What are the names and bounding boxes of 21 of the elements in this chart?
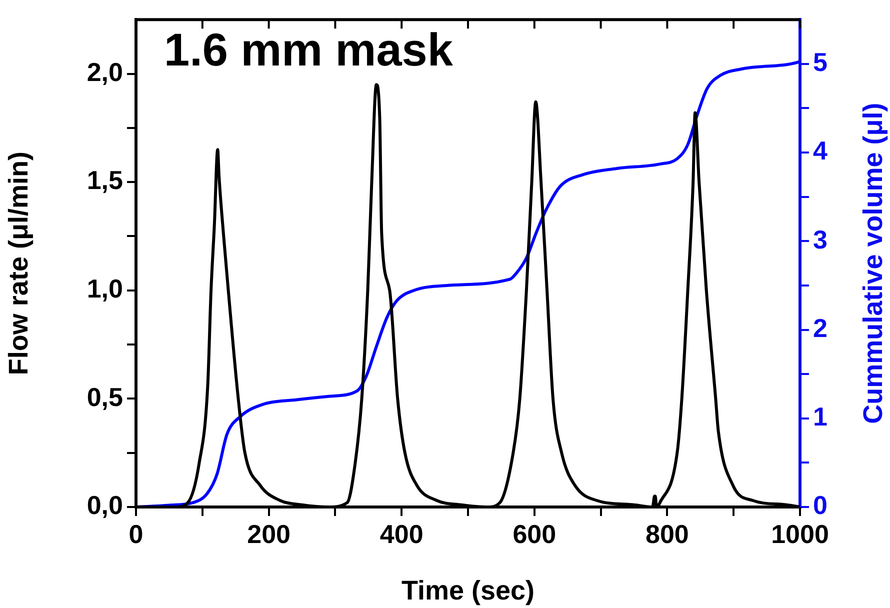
y-tick-label: 1,5 bbox=[86, 165, 123, 196]
x-tick-label: 800 bbox=[646, 518, 689, 549]
y2-tick-label: 5 bbox=[813, 47, 828, 78]
y-tick-label: 2,0 bbox=[86, 56, 123, 87]
y2-tick-label: 3 bbox=[813, 224, 828, 254]
y2-tick-label: 4 bbox=[813, 136, 828, 166]
y2-axis-title: Cummulative volume (μl) bbox=[858, 102, 888, 424]
y-tick-label: 1,0 bbox=[86, 274, 123, 304]
x-tick-label: 200 bbox=[247, 518, 290, 549]
x-tick-label: 0 bbox=[128, 518, 144, 549]
y-axis-title: Flow rate (μl/min) bbox=[4, 152, 34, 376]
x-tick-label: 400 bbox=[380, 518, 424, 549]
y2-tick-label: 2 bbox=[813, 312, 828, 343]
chart-title: 1.6 mm mask bbox=[164, 23, 454, 76]
y2-tick-label: 0 bbox=[813, 490, 828, 520]
x-tick-label: 1000 bbox=[771, 518, 829, 549]
y2-tick-label: 1 bbox=[813, 402, 828, 432]
y-tick-label: 0,0 bbox=[86, 490, 123, 520]
x-axis-title: Time (sec) bbox=[401, 575, 535, 606]
y-tick-label: 0,5 bbox=[86, 382, 123, 412]
x-tick-label: 600 bbox=[512, 518, 556, 549]
